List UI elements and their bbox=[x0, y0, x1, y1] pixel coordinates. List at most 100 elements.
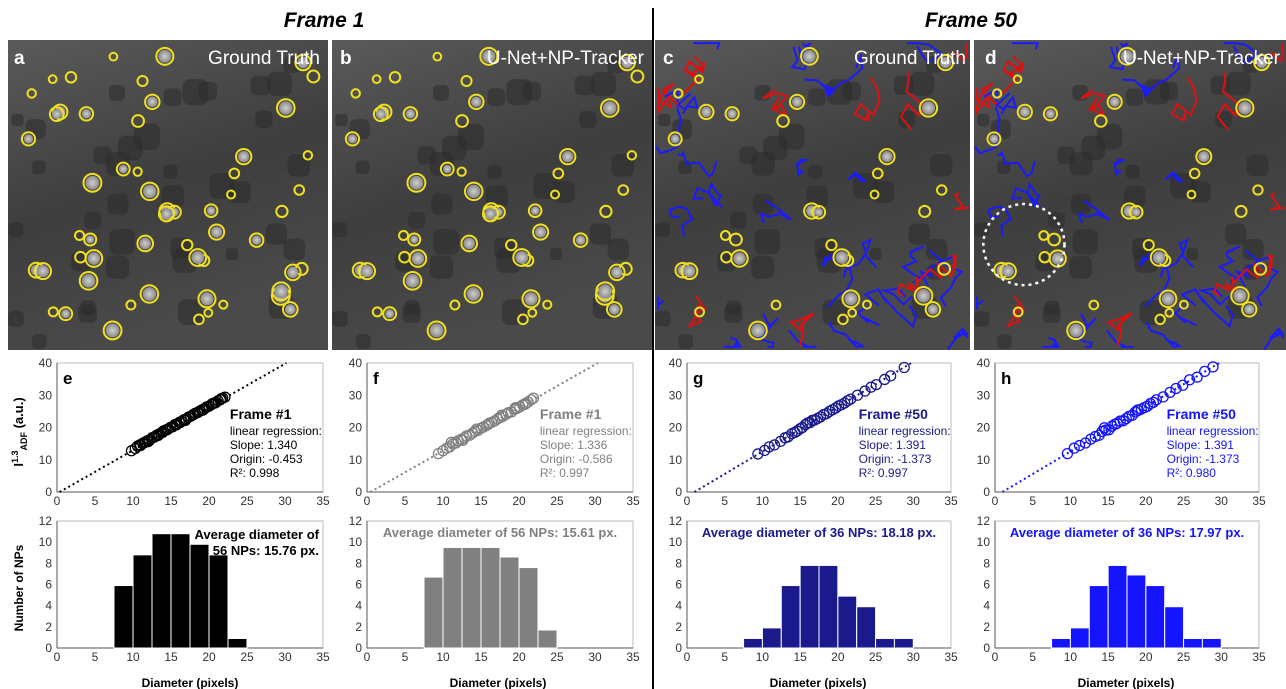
dark-grain bbox=[808, 164, 823, 179]
np-marker bbox=[181, 238, 194, 252]
particle-track bbox=[657, 296, 665, 310]
particle-track bbox=[1223, 42, 1262, 64]
data-point bbox=[509, 402, 521, 414]
histogram-bar bbox=[461, 546, 482, 649]
dark-grain bbox=[808, 88, 826, 106]
x-tick-label: 5 bbox=[402, 494, 409, 508]
dark-grain bbox=[997, 334, 1012, 349]
data-point bbox=[870, 378, 882, 391]
np-marker bbox=[1012, 306, 1024, 318]
x-tick-label: 25 bbox=[869, 494, 883, 508]
np-marker bbox=[811, 204, 827, 220]
np-marker bbox=[58, 306, 74, 322]
np-marker bbox=[388, 71, 402, 84]
annotation-line: Origin: -0.453 bbox=[230, 452, 303, 466]
histogram-bar bbox=[1088, 585, 1109, 649]
annotation-line: Slope: 1.391 bbox=[859, 438, 927, 452]
data-point bbox=[527, 392, 540, 404]
data-point bbox=[138, 437, 151, 449]
np-marker bbox=[630, 69, 645, 84]
dark-grain bbox=[991, 119, 1011, 140]
particle-track bbox=[788, 312, 815, 346]
x-tick-label: 15 bbox=[1101, 650, 1115, 664]
histogram-bar bbox=[518, 567, 539, 649]
dark-grain bbox=[487, 164, 502, 179]
np-marker bbox=[125, 299, 137, 311]
dark-grain bbox=[485, 185, 508, 208]
scatter-ylabel: I1.3ADF (a.u.) bbox=[10, 397, 29, 466]
y-tick-label: 0 bbox=[983, 641, 990, 655]
np-marker bbox=[1230, 286, 1250, 306]
dark-grain bbox=[1186, 248, 1199, 260]
data-point bbox=[878, 373, 891, 386]
histogram-panel-e: 0 2 4 6 8 10 12 0 5 10 15 20 25 30 35 Average diameter … bbox=[39, 514, 330, 664]
nanoparticle bbox=[1069, 323, 1083, 338]
nanoparticle bbox=[143, 184, 157, 199]
dark-grain bbox=[1069, 256, 1092, 279]
image-content-a bbox=[8, 40, 328, 350]
x-tick-label: 35 bbox=[944, 650, 958, 664]
image-panel-a: a Ground Truth bbox=[14, 48, 320, 69]
particle-track bbox=[1113, 158, 1125, 176]
np-marker bbox=[698, 103, 715, 121]
np-marker bbox=[532, 223, 550, 241]
np-marker bbox=[605, 301, 623, 318]
particle-track bbox=[976, 296, 984, 310]
particle-track bbox=[1164, 171, 1184, 183]
x-tick-label: 30 bbox=[588, 650, 602, 664]
nanoparticle bbox=[287, 266, 299, 279]
np-marker bbox=[275, 204, 289, 219]
x-tick-label: 20 bbox=[512, 494, 526, 508]
np-marker bbox=[140, 181, 160, 202]
dark-grain bbox=[726, 300, 742, 316]
np-marker bbox=[1038, 251, 1051, 264]
nanoparticle bbox=[81, 109, 92, 119]
np-marker bbox=[271, 281, 292, 302]
np-marker bbox=[293, 184, 306, 196]
panel-letter: h bbox=[1001, 369, 1011, 388]
dark-grain bbox=[1123, 185, 1146, 208]
np-marker bbox=[527, 203, 543, 218]
nanoparticle bbox=[385, 309, 395, 319]
np-marker bbox=[694, 306, 706, 318]
data-point bbox=[1191, 371, 1203, 383]
x-tick-label: 5 bbox=[92, 650, 99, 664]
dark-grain bbox=[1143, 79, 1170, 105]
particle-track bbox=[1270, 43, 1284, 64]
dark-grain bbox=[1210, 75, 1230, 95]
dark-grain bbox=[283, 238, 306, 261]
np-marker bbox=[83, 232, 98, 247]
np-marker bbox=[1016, 103, 1033, 121]
np-marker bbox=[78, 271, 99, 291]
np-marker bbox=[776, 114, 790, 128]
particle-track bbox=[1144, 52, 1181, 95]
x-tick-label: 20 bbox=[1139, 650, 1153, 664]
annotation-line: linear regression: bbox=[1167, 424, 1259, 438]
dark-grain bbox=[506, 79, 533, 106]
x-tick-label: 25 bbox=[550, 494, 564, 508]
y-tick-label: 6 bbox=[675, 578, 682, 592]
histogram-bar bbox=[170, 533, 191, 649]
dark-grain bbox=[332, 222, 348, 237]
nanoparticle bbox=[360, 265, 374, 278]
np-marker bbox=[918, 204, 932, 218]
dark-grain bbox=[552, 180, 575, 204]
np-marker bbox=[344, 131, 361, 147]
nanoparticle bbox=[36, 265, 50, 278]
histogram-annotation: Average diameter of 36 NPs: 17.97 px. bbox=[1010, 525, 1244, 540]
particle-track bbox=[1106, 329, 1135, 348]
particle-track bbox=[788, 329, 817, 348]
y-tick-label: 0 bbox=[675, 641, 682, 655]
histogram-bar bbox=[113, 585, 134, 649]
nanoparticle bbox=[751, 323, 765, 338]
x-tick-label: 35 bbox=[626, 494, 640, 508]
histogram-bar bbox=[818, 564, 839, 649]
nanoparticle bbox=[575, 235, 586, 245]
plot-area bbox=[994, 362, 1260, 493]
dark-grain bbox=[549, 247, 563, 261]
nanoparticle bbox=[429, 323, 444, 338]
x-tick-label: 0 bbox=[54, 494, 61, 508]
particle-track bbox=[762, 88, 789, 118]
y-tick-label: 10 bbox=[977, 535, 991, 549]
nanoparticle bbox=[405, 274, 420, 288]
